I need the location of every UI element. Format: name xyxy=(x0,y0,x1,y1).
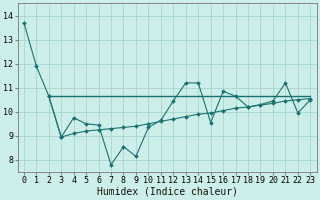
X-axis label: Humidex (Indice chaleur): Humidex (Indice chaleur) xyxy=(97,187,237,197)
